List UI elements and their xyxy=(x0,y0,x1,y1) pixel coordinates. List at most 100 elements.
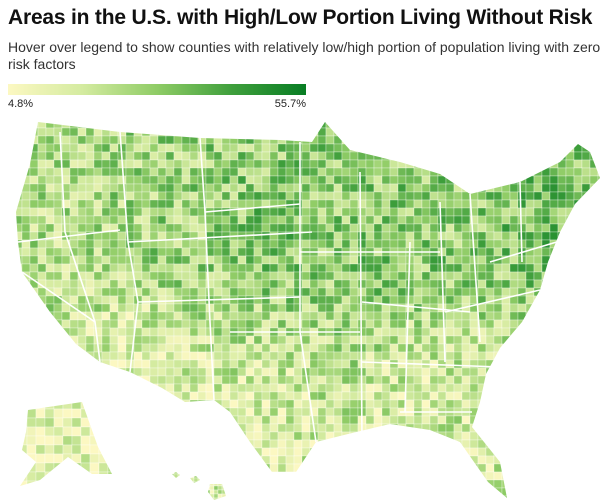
county-cell[interactable] xyxy=(389,263,399,273)
county-cell[interactable] xyxy=(109,455,119,465)
county-cell[interactable] xyxy=(71,462,82,473)
county-cell[interactable] xyxy=(213,223,223,233)
county-cell[interactable] xyxy=(381,135,391,145)
county-cell[interactable] xyxy=(309,455,319,465)
county-cell[interactable] xyxy=(149,143,159,153)
county-cell[interactable] xyxy=(445,127,455,137)
county-cell[interactable] xyxy=(525,431,535,441)
county-cell[interactable] xyxy=(509,167,519,177)
county-cell[interactable] xyxy=(501,335,511,345)
county-cell[interactable] xyxy=(277,375,287,385)
county-cell[interactable] xyxy=(477,247,487,257)
county-cell[interactable] xyxy=(141,375,151,385)
county-cell[interactable] xyxy=(317,151,327,161)
county-cell[interactable] xyxy=(309,447,319,457)
county-cell[interactable] xyxy=(557,415,567,425)
county-cell[interactable] xyxy=(101,367,111,377)
county-cell[interactable] xyxy=(157,383,167,393)
county-cell[interactable] xyxy=(29,143,39,153)
county-cell[interactable] xyxy=(245,199,255,209)
county-cell[interactable] xyxy=(333,367,343,377)
county-cell[interactable] xyxy=(197,497,203,502)
county-cell[interactable] xyxy=(89,444,100,455)
county-cell[interactable] xyxy=(325,151,335,161)
county-cell[interactable] xyxy=(541,151,551,161)
county-cell[interactable] xyxy=(229,167,239,177)
county-cell[interactable] xyxy=(597,463,606,473)
county-cell[interactable] xyxy=(29,335,39,345)
county-cell[interactable] xyxy=(269,455,279,465)
county-cell[interactable] xyxy=(525,407,535,417)
county-cell[interactable] xyxy=(285,447,295,457)
county-cell[interactable] xyxy=(469,383,479,393)
county-cell[interactable] xyxy=(35,462,46,473)
county-cell[interactable] xyxy=(293,351,303,361)
county-cell[interactable] xyxy=(421,479,431,489)
county-cell[interactable] xyxy=(525,271,535,281)
county-cell[interactable] xyxy=(501,383,511,393)
county-cell[interactable] xyxy=(285,239,295,249)
county-cell[interactable] xyxy=(133,343,143,353)
county-cell[interactable] xyxy=(89,480,100,490)
county-cell[interactable] xyxy=(149,167,159,177)
county-cell[interactable] xyxy=(269,223,279,233)
county-cell[interactable] xyxy=(533,471,543,481)
county-cell[interactable] xyxy=(333,487,343,497)
county-cell[interactable] xyxy=(197,343,207,353)
county-cell[interactable] xyxy=(517,487,527,497)
county-cell[interactable] xyxy=(62,435,73,446)
county-cell[interactable] xyxy=(509,487,519,497)
county-cell[interactable] xyxy=(173,359,183,369)
county-cell[interactable] xyxy=(397,447,407,457)
county-cell[interactable] xyxy=(189,263,199,273)
county-cell[interactable] xyxy=(261,215,271,225)
county-cell[interactable] xyxy=(557,247,567,257)
county-cell[interactable] xyxy=(557,183,567,193)
county-cell[interactable] xyxy=(221,471,231,481)
county-cell[interactable] xyxy=(325,415,335,425)
county-cell[interactable] xyxy=(597,295,606,305)
county-cell[interactable] xyxy=(229,319,239,329)
county-cell[interactable] xyxy=(245,239,255,249)
county-cell[interactable] xyxy=(565,143,575,153)
county-cell[interactable] xyxy=(205,497,211,502)
county-cell[interactable] xyxy=(549,407,559,417)
county-cell[interactable] xyxy=(277,367,287,377)
county-cell[interactable] xyxy=(557,383,567,393)
county-cell[interactable] xyxy=(301,223,311,233)
county-cell[interactable] xyxy=(365,415,375,425)
county-cell[interactable] xyxy=(197,135,207,145)
county-cell[interactable] xyxy=(125,487,135,497)
county-cell[interactable] xyxy=(421,279,431,289)
county-cell[interactable] xyxy=(189,439,199,449)
county-cell[interactable] xyxy=(181,271,191,281)
county-cell[interactable] xyxy=(365,431,375,441)
county-cell[interactable] xyxy=(221,481,226,487)
county-cell[interactable] xyxy=(557,263,567,273)
county-cell[interactable] xyxy=(80,400,91,410)
county-cell[interactable] xyxy=(533,271,543,281)
county-cell[interactable] xyxy=(165,279,175,289)
county-cell[interactable] xyxy=(125,143,135,153)
county-cell[interactable] xyxy=(573,479,583,489)
county-cell[interactable] xyxy=(549,287,559,297)
county-cell[interactable] xyxy=(157,367,167,377)
county-cell[interactable] xyxy=(517,191,527,201)
county-cell[interactable] xyxy=(549,479,559,489)
county-cell[interactable] xyxy=(221,463,231,473)
county-cell[interactable] xyxy=(253,287,263,297)
county-cell[interactable] xyxy=(309,359,319,369)
county-cell[interactable] xyxy=(333,223,343,233)
county-cell[interactable] xyxy=(29,327,39,337)
county-cell[interactable] xyxy=(517,327,527,337)
county-cell[interactable] xyxy=(557,175,567,185)
county-cell[interactable] xyxy=(573,151,583,161)
county-cell[interactable] xyxy=(173,485,179,491)
county-cell[interactable] xyxy=(573,327,583,337)
county-cell[interactable] xyxy=(125,495,135,503)
county-cell[interactable] xyxy=(213,489,219,495)
county-cell[interactable] xyxy=(69,495,79,503)
county-cell[interactable] xyxy=(589,367,599,377)
county-cell[interactable] xyxy=(549,143,559,153)
county-cell[interactable] xyxy=(277,263,287,273)
